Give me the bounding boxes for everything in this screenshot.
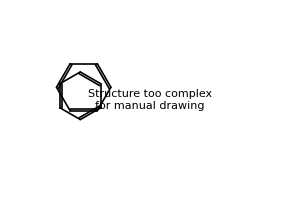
Text: Structure too complex
for manual drawing: Structure too complex for manual drawing [88, 89, 212, 111]
